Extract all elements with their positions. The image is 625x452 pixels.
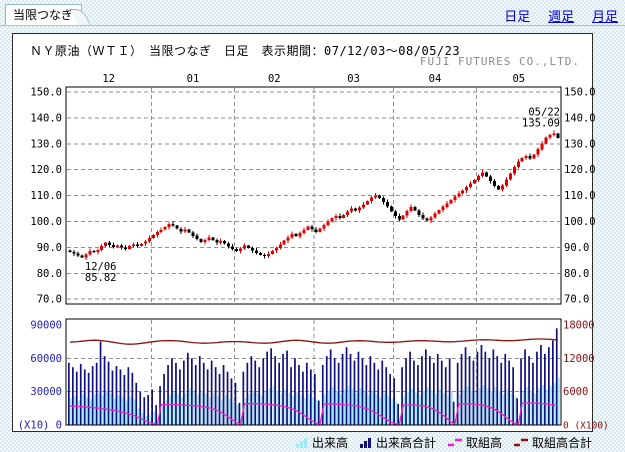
svg-text:70.0: 70.0 — [564, 294, 589, 306]
svg-text:01: 01 — [187, 73, 200, 85]
svg-text:85.82: 85.82 — [85, 272, 117, 284]
svg-text:05/22: 05/22 — [528, 107, 560, 119]
svg-text:02: 02 — [268, 73, 281, 85]
svg-text:30000: 30000 — [30, 386, 62, 398]
svg-text:120.0: 120.0 — [564, 164, 596, 176]
svg-text:60000: 60000 — [30, 353, 62, 365]
svg-text:18000: 18000 — [563, 320, 595, 332]
svg-text:130.0: 130.0 — [564, 138, 596, 150]
legend-label-volume-total: 出来高合計 — [375, 436, 436, 450]
svg-text:140.0: 140.0 — [30, 112, 62, 124]
svg-text:70.0: 70.0 — [37, 294, 62, 306]
svg-text:150.0: 150.0 — [564, 87, 596, 99]
svg-text:(X10) 0: (X10) 0 — [18, 420, 62, 432]
volume-total-bars-icon — [359, 438, 371, 448]
svg-text:80.0: 80.0 — [564, 268, 589, 280]
svg-text:110.0: 110.0 — [564, 190, 596, 202]
chart-legend: 出来高 出来高合計 取組高 取組高合計 — [295, 434, 592, 451]
svg-text:110.0: 110.0 — [30, 190, 62, 202]
svg-text:90000: 90000 — [30, 320, 62, 332]
svg-text:04: 04 — [429, 73, 442, 85]
svg-text:0 (X100): 0 (X100) — [563, 421, 609, 432]
legend-item-volume-total: 出来高合計 — [359, 434, 436, 451]
svg-text:120.0: 120.0 — [30, 164, 62, 176]
legend-label-open-interest-total: 取組高合計 — [531, 436, 592, 450]
svg-text:6000: 6000 — [563, 386, 588, 398]
legend-item-open-interest: 取組高 — [447, 434, 502, 451]
chart-panel: ＮＹ原油（ＷＴＩ） 当限つなぎ 日足 表示期間：07/12/03～08/05/2… — [12, 33, 609, 432]
nav-daily[interactable]: 日足 — [504, 10, 531, 25]
open-interest-line-icon — [447, 438, 462, 447]
tab-current-contract[interactable]: 当限つなぎ — [5, 4, 92, 25]
svg-text:100.0: 100.0 — [30, 216, 62, 228]
svg-text:90.0: 90.0 — [564, 242, 589, 254]
nav-weekly[interactable]: 週足 — [548, 10, 575, 25]
svg-text:12/06: 12/06 — [85, 261, 117, 273]
legend-label-open-interest: 取組高 — [465, 436, 502, 450]
header-divider — [0, 25, 625, 26]
chart-title: ＮＹ原油（ＷＴＩ） 当限つなぎ 日足 表示期間：07/12/03～08/05/2… — [30, 44, 461, 58]
svg-text:90.0: 90.0 — [37, 242, 62, 254]
tab-label: 当限つなぎ — [13, 8, 74, 22]
price-volume-chart: 150.0 150.0 140.0 140.0 130.0 130.0 120.0 120.0… — [18, 73, 609, 432]
nav-monthly[interactable]: 月足 — [591, 10, 618, 25]
svg-text:150.0: 150.0 — [30, 87, 62, 99]
svg-text:80.0: 80.0 — [37, 268, 62, 280]
company-credit: FUJI FUTURES CO.,LTD. — [419, 55, 580, 68]
svg-text:140.0: 140.0 — [564, 112, 596, 124]
svg-text:05: 05 — [512, 73, 525, 85]
open-interest-total-line-icon — [513, 438, 528, 447]
timeframe-nav: 日足 週足 月足 — [494, 6, 618, 25]
svg-text:12000: 12000 — [563, 353, 595, 365]
svg-text:12: 12 — [102, 73, 115, 85]
svg-text:03: 03 — [347, 73, 360, 85]
legend-label-volume: 出来高 — [311, 436, 348, 450]
legend-item-open-interest-total: 取組高合計 — [513, 434, 592, 451]
volume-bars-icon — [295, 438, 307, 448]
legend-item-volume: 出来高 — [295, 434, 348, 451]
svg-text:100.0: 100.0 — [564, 216, 596, 228]
svg-text:135.09: 135.09 — [522, 118, 560, 130]
tab-fold-decoration — [70, 9, 92, 25]
svg-text:130.0: 130.0 — [30, 138, 62, 150]
